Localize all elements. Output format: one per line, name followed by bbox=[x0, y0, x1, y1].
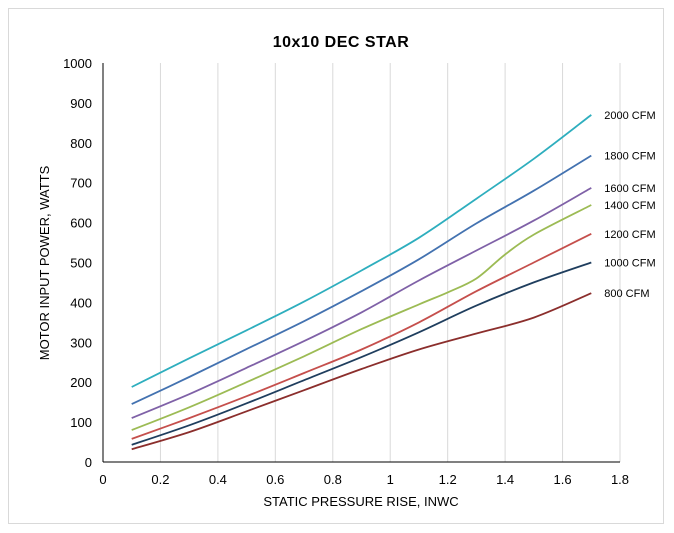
chart-frame bbox=[8, 8, 664, 524]
series-line-1400-cfm bbox=[131, 204, 592, 431]
axes bbox=[102, 63, 620, 463]
y-tick-label: 900 bbox=[70, 96, 92, 111]
y-tick-label: 700 bbox=[70, 176, 92, 191]
series-line-1000-cfm bbox=[131, 261, 592, 446]
x-tick-label: 1.4 bbox=[496, 472, 514, 487]
series-line-1200-cfm bbox=[131, 232, 592, 440]
x-tick-labels: 0 0.2 0.4 0.6 0.8 1 1.2 1.4 1.6 1.8 bbox=[99, 472, 629, 487]
series-label: 1800 CFM bbox=[604, 151, 655, 163]
x-tick-label: 0 bbox=[99, 472, 106, 487]
series-labels: 2000 CFM 1800 CFM 1600 CFM 1400 CFM 1200 CFM… bbox=[604, 110, 655, 300]
y-tick-label: 800 bbox=[70, 136, 92, 151]
y-tick-label: 400 bbox=[70, 295, 92, 310]
series-line-1600-cfm bbox=[131, 187, 592, 419]
y-tick-label: 1000 bbox=[63, 56, 92, 71]
series-label: 1600 CFM bbox=[604, 183, 655, 195]
y-tick-label: 0 bbox=[85, 455, 92, 470]
series-label: 1400 CFM bbox=[604, 200, 655, 212]
x-tick-label: 1 bbox=[387, 472, 394, 487]
x-tick-label: 0.8 bbox=[324, 472, 342, 487]
y-tick-label: 600 bbox=[70, 216, 92, 231]
y-tick-label: 200 bbox=[70, 375, 92, 390]
x-tick-label: 1.8 bbox=[611, 472, 629, 487]
grid-lines bbox=[159, 63, 621, 462]
x-tick-label: 1.2 bbox=[439, 472, 457, 487]
y-axis-label: MOTOR INPUT POWER, WATTS bbox=[37, 165, 52, 360]
series-line-2000-cfm bbox=[131, 114, 592, 388]
series-label: 2000 CFM bbox=[604, 110, 655, 122]
series-line-1800-cfm bbox=[131, 154, 592, 405]
series-label: 800 CFM bbox=[604, 288, 649, 300]
y-tick-label: 300 bbox=[70, 335, 92, 350]
series-label: 1200 CFM bbox=[604, 229, 655, 241]
series-lines bbox=[131, 114, 592, 451]
series-line-800-cfm bbox=[131, 292, 592, 451]
chart-title: 10x10 DEC STAR bbox=[273, 34, 410, 51]
x-tick-label: 0.2 bbox=[151, 472, 169, 487]
y-tick-label: 100 bbox=[70, 415, 92, 430]
x-tick-label: 1.6 bbox=[554, 472, 572, 487]
series-label: 1000 CFM bbox=[604, 258, 655, 270]
y-tick-label: 500 bbox=[70, 256, 92, 271]
x-axis-label: STATIC PRESSURE RISE, INWC bbox=[263, 494, 458, 509]
x-tick-label: 0.4 bbox=[209, 472, 227, 487]
x-tick-label: 0.6 bbox=[266, 472, 284, 487]
y-tick-labels: 0 100 200 300 400 500 600 700 800 900 1000 bbox=[63, 56, 92, 470]
